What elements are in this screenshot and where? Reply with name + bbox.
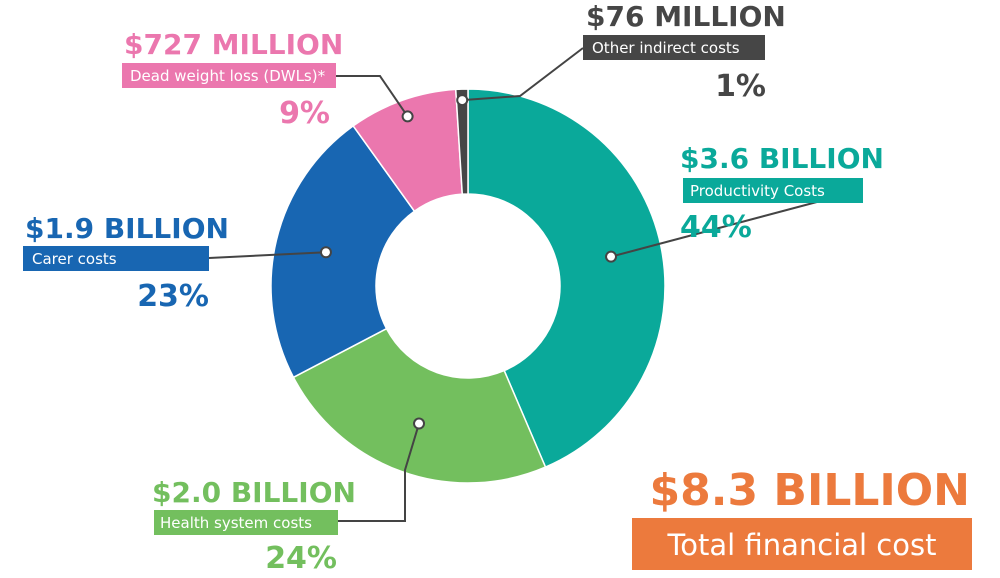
leader-line-carer [208,251,327,259]
leader-line-other [462,47,584,102]
dwl-value: $727 MILLION [124,28,343,61]
leader-dot-productivity [605,250,618,263]
carer-label-box [23,246,209,271]
callout-other: $76 MILLION Other indirect costs 1% [583,0,786,104]
other-percent: 1% [715,69,766,104]
slice-carer [270,124,416,379]
leader-dot-carer [319,246,332,259]
other-label: Other indirect costs [592,39,740,57]
callout-dwl: $727 MILLION Dead weight loss (DWLs)* 9% [122,28,343,131]
productivity-label: Productivity Costs [690,182,825,200]
carer-value: $1.9 BILLION [25,212,229,245]
dwl-label: Dead weight loss (DWLs)* [130,67,326,85]
slice-productivity [467,88,666,469]
other-value: $76 MILLION [586,0,786,33]
productivity-value: $3.6 BILLION [680,142,884,175]
carer-percent: 23% [137,279,209,314]
carer-label: Carer costs [32,250,117,268]
slice-health [292,327,547,484]
leader-line-health [338,423,420,522]
leader-dot-dwl [401,110,414,123]
callout-productivity: $3.6 BILLION Productivity Costs 44% [680,142,884,245]
productivity-percent: 44% [680,210,752,245]
callout-health: $2.0 BILLION Health system costs 24% [152,476,356,576]
leader-dot-other [456,94,469,107]
donut-slices [270,88,666,484]
health-label-box [154,510,338,535]
leader-line-dwl [336,75,409,117]
total-callout: $8.3 BILLION Total financial cost [632,465,972,570]
other-label-box [583,35,765,60]
dwl-label-box [122,63,336,88]
leader-dot-health [413,417,426,430]
callout-carer: $1.9 BILLION Carer costs 23% [23,212,229,314]
health-label: Health system costs [160,514,312,532]
health-percent: 24% [265,541,337,576]
health-value: $2.0 BILLION [152,476,356,509]
productivity-label-box [683,178,863,203]
total-label-box [632,518,972,570]
slice-other [454,88,469,195]
total-value: $8.3 BILLION [650,465,970,516]
total-label: Total financial cost [667,528,937,562]
dwl-percent: 9% [279,96,330,131]
